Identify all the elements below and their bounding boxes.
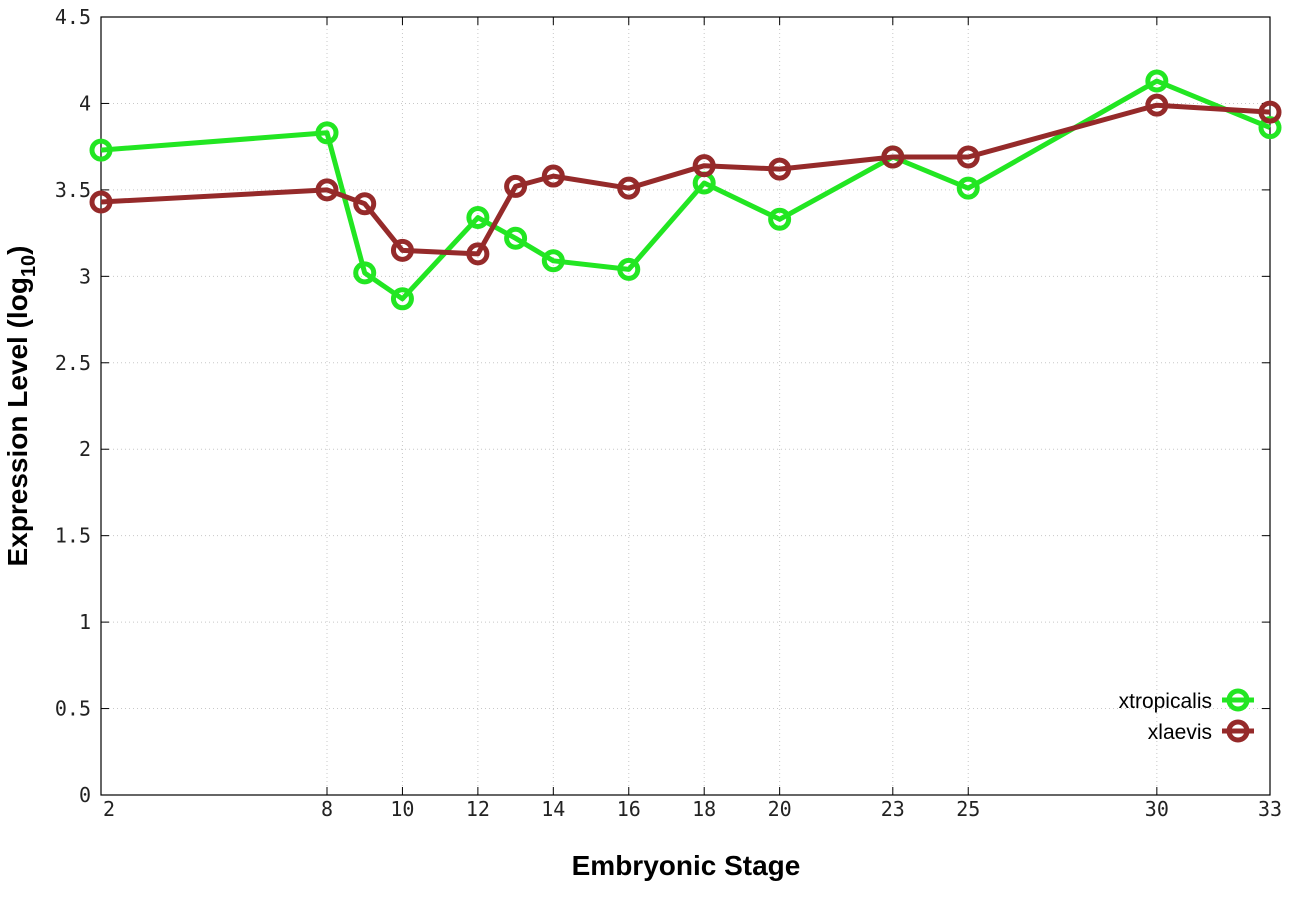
data-point-xlaevis [768,157,792,181]
plot-area-frame [100,16,1271,796]
data-point-xtropicalis [315,121,339,145]
legend-label-xtropicalis: xtropicalis [1119,690,1212,713]
legend: xtropicalis xlaevis [1119,688,1254,744]
x-tick-label: 30 [1145,797,1169,821]
data-point-xlaevis [89,190,113,214]
x-tick-label: 2 [103,797,115,821]
legend-marker-xtropicalis [1226,688,1250,712]
y-tick-label: 2 [79,437,91,461]
y-axis-title: Expression Level (log10) [2,246,40,567]
x-tick-label: 20 [768,797,792,821]
y-axis-title-close: ) [2,246,33,255]
tick-marks [100,16,1271,796]
data-point-xtropicalis [504,226,528,250]
data-point-xlaevis [390,238,414,262]
data-point-xtropicalis [466,206,490,230]
y-axis-title-subscript: 10 [18,255,40,277]
x-tick-label: 33 [1258,797,1282,821]
data-point-xlaevis [466,242,490,266]
y-tick-label: 1 [79,610,91,634]
x-axis-tick-labels: 2 8 10 12 14 16 18 20 23 25 30 33 [103,797,1282,821]
data-point-xlaevis [881,145,905,169]
data-point-xlaevis [956,145,980,169]
data-point-xlaevis [353,192,377,216]
data-point-xlaevis [541,164,565,188]
data-point-xtropicalis [541,249,565,273]
series-layer [89,69,1282,311]
grid-lines [101,17,1270,795]
x-tick-label: 18 [692,797,716,821]
y-tick-label: 0.5 [55,697,91,721]
data-point-xtropicalis [390,287,414,311]
y-tick-label: 4.5 [55,5,91,29]
data-point-xlaevis [1258,100,1282,124]
data-point-xtropicalis [1145,69,1169,93]
data-point-xlaevis [692,154,716,178]
data-point-xtropicalis [617,257,641,281]
y-tick-label: 3 [79,264,91,288]
data-point-xlaevis [504,174,528,198]
x-tick-label: 8 [321,797,333,821]
y-tick-label: 3.5 [55,178,91,202]
data-point-xtropicalis [956,176,980,200]
legend-label-xlaevis: xlaevis [1148,721,1212,744]
x-tick-label: 23 [881,797,905,821]
x-tick-label: 14 [541,797,565,821]
y-tick-label: 2.5 [55,351,91,375]
x-tick-label: 25 [956,797,980,821]
data-point-xtropicalis [768,207,792,231]
y-tick-label: 4 [79,91,91,115]
y-axis-title-main: Expression Level (log [2,277,33,566]
x-tick-label: 12 [466,797,490,821]
x-tick-label: 10 [390,797,414,821]
legend-marker-xlaevis [1226,719,1250,743]
data-point-xlaevis [315,178,339,202]
series-xlaevis [89,93,1282,266]
y-tick-label: 0 [79,783,91,807]
y-tick-label: 1.5 [55,524,91,548]
x-axis-title: Embryonic Stage [572,850,801,881]
data-point-xlaevis [617,176,641,200]
x-tick-label: 16 [617,797,641,821]
data-point-xlaevis [1145,93,1169,117]
series-line-xlaevis [100,102,1271,257]
y-axis-tick-labels: 0 0.5 1 1.5 2 2.5 3 3.5 4 4.5 [55,5,91,807]
data-point-xtropicalis [89,138,113,162]
data-point-xtropicalis [353,261,377,285]
